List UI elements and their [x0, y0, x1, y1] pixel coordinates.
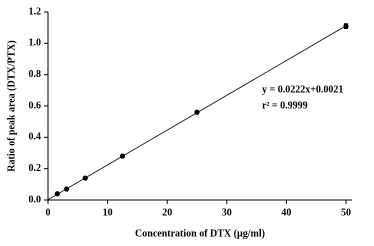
y-tick-label: 0.2 — [29, 163, 42, 174]
y-axis-label: Ratio of peak area (DTX/PTX) — [6, 40, 17, 171]
annotation: r² = 0.9999 — [262, 100, 308, 111]
x-tick-label: 40 — [281, 207, 291, 218]
y-tick-label: 0.4 — [29, 132, 42, 143]
data-point — [119, 153, 126, 159]
x-tick-label: 30 — [222, 207, 232, 218]
y-tick-label: 0.8 — [29, 69, 42, 80]
data-point — [194, 109, 200, 115]
x-tick-label: 0 — [46, 207, 51, 218]
x-tick-label: 20 — [162, 207, 172, 218]
y-tick-label: 1.0 — [29, 38, 42, 49]
data-point — [64, 186, 70, 192]
data-point — [82, 175, 88, 181]
y-tick-label: 0.0 — [29, 194, 42, 205]
x-tick-label: 10 — [103, 207, 113, 218]
x-tick-label: 50 — [341, 207, 351, 218]
x-axis-label: Concentration of DTX (µg/ml) — [135, 228, 265, 239]
y-tick-label: 0.6 — [29, 100, 42, 111]
data-point — [54, 191, 60, 197]
y-tick-label: 1.2 — [29, 6, 42, 17]
annotation: y = 0.0222x+0.0021 — [262, 84, 343, 95]
data-point — [343, 23, 349, 29]
